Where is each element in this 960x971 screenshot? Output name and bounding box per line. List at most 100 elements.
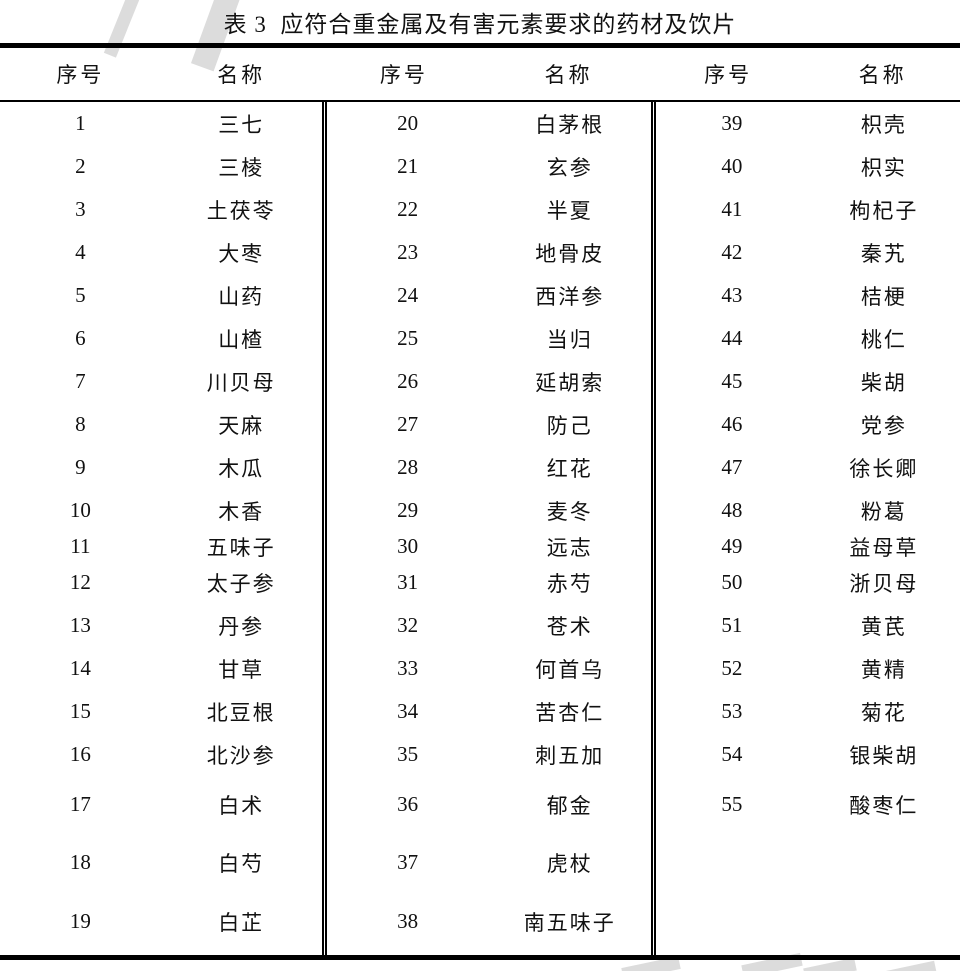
table-row: 12 太子参	[0, 561, 322, 604]
table-cell-name: 白芷	[218, 910, 265, 935]
header-group-2: 序号 名称	[322, 48, 651, 100]
header-cell-index: 序号	[56, 63, 105, 87]
header-cell-name: 名称	[858, 63, 907, 87]
table-row: 53 菊花	[656, 690, 960, 733]
table-cell-index: 22	[397, 197, 419, 221]
table-cell-index: 38	[397, 909, 419, 933]
header-cell-index: 序号	[704, 63, 753, 87]
table-cell-name: 土茯苓	[206, 198, 276, 223]
table-cell-index: 19	[69, 909, 91, 933]
table-cell-name: 玄参	[546, 155, 593, 180]
table-row: 42 秦艽	[656, 231, 960, 274]
table-cell-index: 39	[721, 111, 743, 135]
header-group-1: 序号 名称	[0, 48, 322, 100]
table-row: 33 何首乌	[327, 647, 651, 690]
header-cell-index: 序号	[379, 63, 428, 87]
watermark-stroke	[883, 960, 937, 971]
table-cell-index: 27	[397, 412, 419, 436]
table-cell-index: 36	[397, 792, 419, 816]
header-group-3: 序号 名称	[651, 48, 960, 100]
table-cell-index: 50	[721, 570, 743, 594]
table-cell-index: 8	[75, 412, 86, 436]
table-row: 46 党参	[656, 403, 960, 446]
table-row: 49 益母草	[656, 532, 960, 561]
table-cell-index: 47	[721, 455, 743, 479]
table-cell-index: 14	[69, 656, 91, 680]
table-cell-name: 浙贝母	[849, 571, 919, 596]
table-cell-name: 天麻	[218, 413, 265, 438]
table-row: 32 苍术	[327, 604, 651, 647]
table-row: 37 虎杖	[327, 833, 651, 892]
table-cell-index: 4	[75, 240, 86, 264]
table-cell-index: 13	[69, 613, 91, 637]
table-row: 55 酸枣仁	[656, 776, 960, 833]
table-cell-index: 6	[75, 326, 86, 350]
table-row: 50 浙贝母	[656, 561, 960, 604]
table-cell-name: 秦艽	[860, 241, 907, 266]
table-row: 16 北沙参	[0, 733, 322, 776]
table-cell-index: 29	[397, 498, 419, 522]
table-row: 39 枳壳	[656, 102, 960, 145]
table-row: 45 柴胡	[656, 360, 960, 403]
table-cell-name: 红花	[546, 456, 593, 481]
table-row: 36 郁金	[327, 776, 651, 833]
table-column-group: 1 三七 2 三棱 3 土茯苓 4 大枣 5 山药 6 山楂 7 川贝母 8 天麻 9 木瓜 10 木香 11 五味子 12…	[0, 102, 322, 955]
table-cell-name: 麦冬	[546, 499, 593, 524]
table-cell-index: 32	[397, 613, 419, 637]
table-cell-name: 菊花	[860, 700, 907, 725]
table-cell-name: 刺五加	[535, 743, 605, 768]
header-cell-name: 名称	[544, 63, 593, 87]
table-cell-index: 21	[397, 154, 419, 178]
table-cell-name: 苍术	[546, 614, 593, 639]
table-cell-name: 当归	[546, 327, 593, 352]
table-cell-name: 桃仁	[860, 327, 907, 352]
table-cell-name: 赤芍	[546, 571, 593, 596]
table-cell-index: 31	[397, 570, 419, 594]
table-cell-name: 徐长卿	[849, 456, 919, 481]
table-cell-index: 5	[75, 283, 86, 307]
table-row: 2 三棱	[0, 145, 322, 188]
table-cell-index: 34	[397, 699, 419, 723]
table-row: 14 甘草	[0, 647, 322, 690]
table-cell-name: 北沙参	[206, 743, 276, 768]
table-cell-name: 山药	[218, 284, 265, 309]
table-cell-index	[656, 833, 808, 892]
table-cell-index: 37	[397, 850, 419, 874]
table-row: 54 银柴胡	[656, 733, 960, 776]
table-cell-name: 南五味子	[523, 910, 616, 935]
table-body: 1 三七 2 三棱 3 土茯苓 4 大枣 5 山药 6 山楂 7 川贝母 8 天麻 9 木瓜 10 木香 11 五味子 12…	[0, 102, 960, 955]
table-cell-name: 银柴胡	[849, 743, 919, 768]
table-cell-index: 30	[397, 534, 419, 558]
table-cell-name: 益母草	[849, 535, 919, 560]
table-cell-index	[656, 892, 808, 951]
table-cell-index: 10	[69, 498, 91, 522]
table-row: 4 大枣	[0, 231, 322, 274]
table-cell-name: 防己	[546, 413, 593, 438]
table-cell-name: 三棱	[218, 155, 265, 180]
table-row: 48 粉葛	[656, 489, 960, 532]
table-row: 17 白术	[0, 776, 322, 833]
table-cell-index: 28	[397, 455, 419, 479]
table-cell-index: 3	[75, 197, 86, 221]
table-row: 22 半夏	[327, 188, 651, 231]
table-cell-index: 53	[721, 699, 743, 723]
table-row: 26 延胡索	[327, 360, 651, 403]
table-cell-name: 虎杖	[546, 851, 593, 876]
table-cell-name	[808, 833, 960, 892]
table-cell-index: 18	[69, 850, 91, 874]
table-row: 28 红花	[327, 446, 651, 489]
table-row: 52 黄精	[656, 647, 960, 690]
table-row: 41 枸杞子	[656, 188, 960, 231]
table-column-group: 20 白茅根 21 玄参 22 半夏 23 地骨皮 24 西洋参 25 当归 26 延胡索 27 防己 28 红花…	[321, 102, 651, 955]
herb-table: 序号 名称 序号 名称 序号 名称 1 三七 2 三棱 3 土茯苓 4 大枣 5 山药 6 山楂 7 川贝…	[0, 43, 960, 960]
table-header-row: 序号 名称 序号 名称 序号 名称	[0, 48, 960, 102]
table-cell-name: 山楂	[218, 327, 265, 352]
table-row: 51 黄芪	[656, 604, 960, 647]
table-cell-index: 49	[721, 534, 743, 558]
table-cell-index: 1	[75, 111, 86, 135]
table-cell-name: 地骨皮	[535, 241, 605, 266]
table-cell-index: 54	[721, 742, 743, 766]
table-cell-index: 9	[75, 455, 86, 479]
table-row: 20 白茅根	[327, 102, 651, 145]
